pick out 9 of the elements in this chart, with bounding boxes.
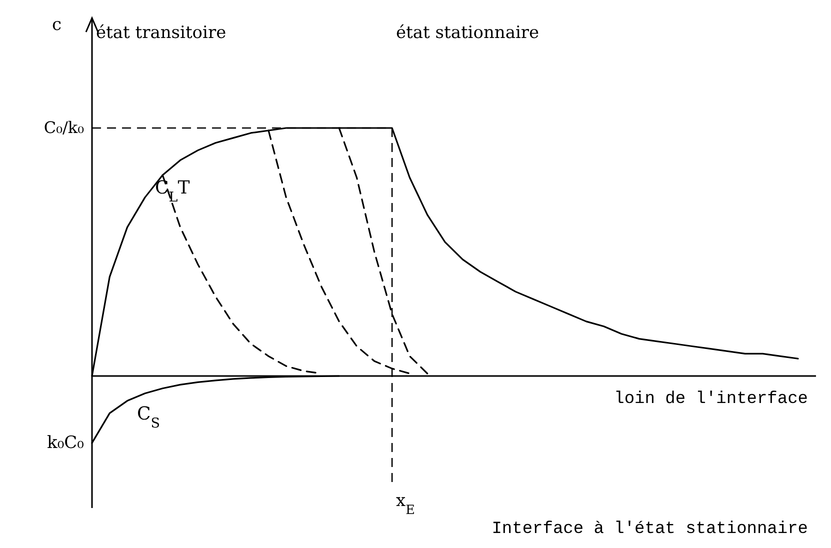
text: k₀C₀ — [47, 432, 84, 453]
ref-line-label: C₀/k₀ — [44, 118, 84, 137]
text: état stationnaire — [396, 23, 540, 43]
text: Interface à l'état stationnaire — [492, 520, 808, 539]
text: c — [52, 15, 62, 35]
text: x$_{E}$ — [396, 491, 415, 518]
series-label: C$_{S}$ — [136, 403, 160, 432]
annotation: loin de l'interface — [614, 390, 808, 409]
text: état transitoire — [96, 23, 226, 43]
